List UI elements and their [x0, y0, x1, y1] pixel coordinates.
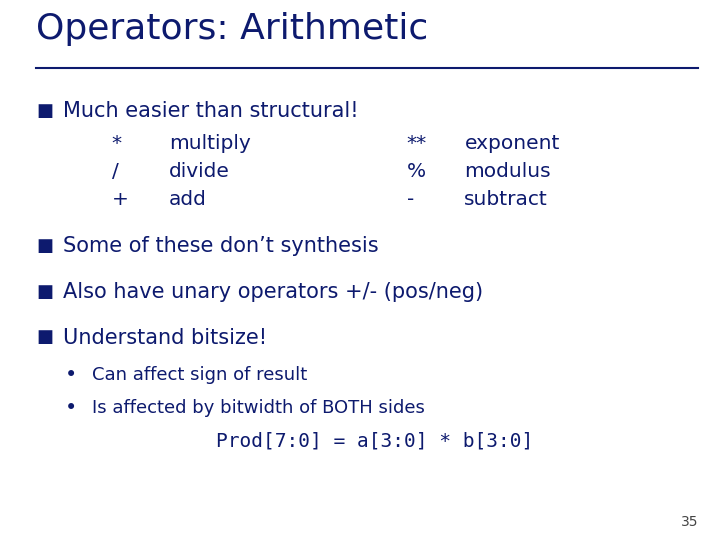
Text: Understand bitsize!: Understand bitsize! [63, 327, 268, 348]
Text: ■: ■ [36, 282, 53, 301]
Text: Some of these don’t synthesis: Some of these don’t synthesis [63, 235, 379, 256]
Text: Prod[7:0] = a[3:0] * b[3:0]: Prod[7:0] = a[3:0] * b[3:0] [216, 431, 534, 451]
Text: exponent: exponent [464, 133, 559, 153]
Text: •: • [65, 365, 77, 386]
Text: -: - [407, 190, 414, 209]
Text: **: ** [407, 133, 427, 153]
Text: divide: divide [169, 161, 230, 181]
Text: %: % [407, 161, 426, 181]
Text: ■: ■ [36, 237, 53, 255]
Text: Also have unary operators +/- (pos/neg): Also have unary operators +/- (pos/neg) [63, 281, 484, 302]
Text: *: * [112, 133, 122, 153]
Text: multiply: multiply [169, 133, 251, 153]
Text: /: / [112, 161, 118, 181]
Text: •: • [65, 397, 77, 418]
Text: Much easier than structural!: Much easier than structural! [63, 100, 359, 121]
Text: ■: ■ [36, 328, 53, 347]
Text: subtract: subtract [464, 190, 548, 209]
Text: +: + [112, 190, 128, 209]
Text: Is affected by bitwidth of BOTH sides: Is affected by bitwidth of BOTH sides [92, 399, 425, 417]
Text: ■: ■ [36, 102, 53, 120]
Text: 35: 35 [681, 515, 698, 529]
Text: Can affect sign of result: Can affect sign of result [92, 366, 307, 384]
Text: modulus: modulus [464, 161, 551, 181]
Text: Operators: Arithmetic: Operators: Arithmetic [36, 12, 428, 46]
Text: add: add [169, 190, 207, 209]
